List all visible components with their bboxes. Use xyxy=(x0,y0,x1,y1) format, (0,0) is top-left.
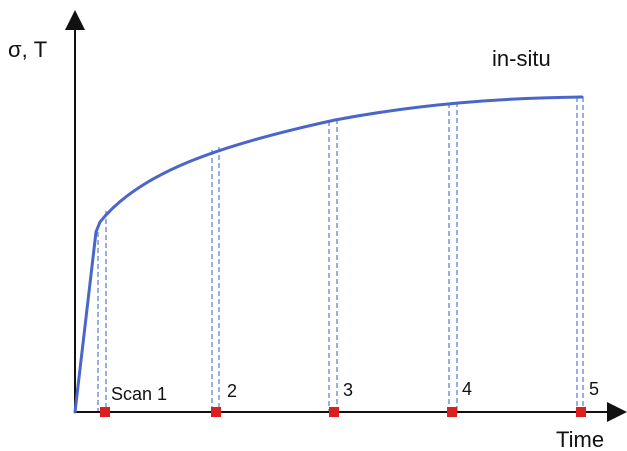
diagram-title: in-situ xyxy=(492,46,551,71)
scan-label-3: 3 xyxy=(343,380,353,400)
dashed-guides xyxy=(97,97,584,412)
scan-label-1: Scan 1 xyxy=(111,384,167,404)
scan-marker-3 xyxy=(329,407,339,417)
y-axis-label: σ, T xyxy=(8,37,47,62)
scan-marker-2 xyxy=(211,407,221,417)
scan-label-2: 2 xyxy=(227,381,237,401)
stress-curve xyxy=(73,95,584,414)
x-axis-label: Time xyxy=(556,427,604,451)
scan-marker-1 xyxy=(100,407,110,417)
scan-marker-4 xyxy=(447,407,457,417)
scan-label-5: 5 xyxy=(589,379,599,399)
scan-marker-5 xyxy=(576,407,586,417)
scan-label-4: 4 xyxy=(462,379,472,399)
scan-markers xyxy=(100,407,586,417)
